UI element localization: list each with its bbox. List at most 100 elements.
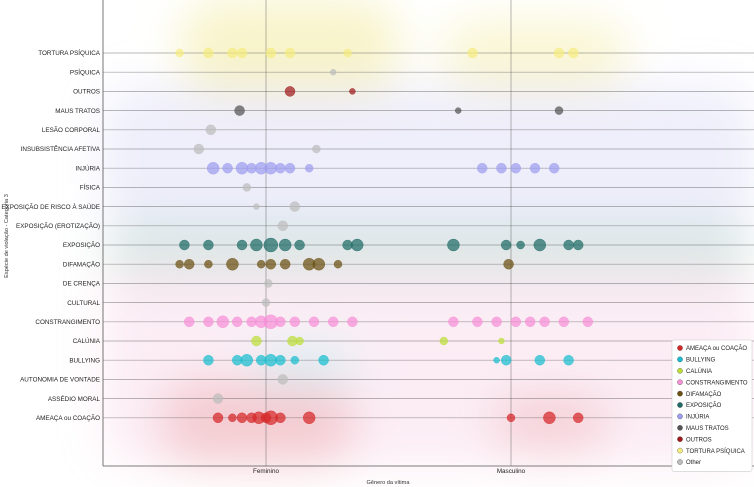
data-point xyxy=(448,316,459,327)
y-tick-label: LESÃO CORPORAL xyxy=(42,125,101,134)
data-point xyxy=(467,47,478,59)
data-point xyxy=(573,239,584,251)
data-point xyxy=(231,316,243,327)
data-point xyxy=(253,203,260,210)
data-point xyxy=(534,355,545,366)
data-point xyxy=(242,183,252,192)
data-point xyxy=(236,239,248,251)
density-region xyxy=(250,345,360,383)
data-point xyxy=(533,238,546,252)
data-point xyxy=(236,412,248,423)
x-tick-label: Masculino xyxy=(497,468,526,475)
data-point xyxy=(510,316,521,327)
density-region xyxy=(180,0,400,95)
y-tick-label: AUTONOMIA DE VONTADE xyxy=(20,377,100,384)
data-point xyxy=(330,68,337,76)
legend-label: EXPOSIÇÃO xyxy=(686,402,722,409)
y-tick-label: PSÍQUICA xyxy=(70,67,101,76)
y-tick-label: OUTROS xyxy=(73,89,100,96)
data-point xyxy=(216,315,230,328)
data-point xyxy=(553,47,565,59)
y-tick-label: ASSÉDIO MORAL xyxy=(48,394,101,403)
data-point xyxy=(222,162,233,174)
legend-marker xyxy=(677,379,683,385)
y-axis-label: Espécie de violação - Categoria 3 xyxy=(4,194,10,278)
data-point xyxy=(203,239,214,251)
data-point xyxy=(510,162,521,174)
data-point xyxy=(275,316,286,327)
data-point xyxy=(503,259,514,270)
data-point xyxy=(284,162,296,174)
data-point xyxy=(554,106,564,115)
data-point xyxy=(212,393,224,404)
legend-marker xyxy=(677,447,683,454)
data-point xyxy=(240,354,254,367)
data-point xyxy=(493,357,500,364)
legend-marker xyxy=(677,345,683,351)
legend-marker xyxy=(677,390,683,397)
x-tick-labels: Feminino Masculino xyxy=(253,468,526,475)
data-point xyxy=(498,337,505,345)
data-point xyxy=(284,86,296,97)
data-point xyxy=(264,279,273,288)
density-bands xyxy=(103,0,754,466)
data-point xyxy=(228,413,237,422)
data-point xyxy=(279,238,292,252)
y-tick-label: AMEAÇA ou COAÇÃO xyxy=(36,413,100,422)
data-point xyxy=(573,412,584,423)
data-point xyxy=(312,258,325,271)
data-point xyxy=(205,124,217,136)
legend-marker xyxy=(677,436,683,442)
data-point xyxy=(318,355,329,366)
data-point xyxy=(472,316,483,327)
data-point xyxy=(582,316,593,327)
legend-label: TORTURA PSÍQUICA xyxy=(686,448,745,455)
legend: AMEAÇA ou COAÇÃO BULLYING CALÚNIA CONSTRANG… xyxy=(671,339,753,472)
legend-label: Other xyxy=(686,460,701,466)
data-point xyxy=(277,220,288,232)
legend-marker xyxy=(677,356,683,363)
x-axis-label: Gênero da vítima xyxy=(367,480,411,486)
y-tick-label: EXPOSIÇÃO (EROTIZAÇÃO) xyxy=(16,221,100,230)
data-point xyxy=(303,411,316,424)
data-point xyxy=(275,355,286,366)
data-point xyxy=(204,260,213,269)
legend-box xyxy=(671,339,753,472)
legend-label: CALÚNIA xyxy=(686,368,712,375)
y-tick-label: MAUS TRATOS xyxy=(55,108,100,115)
legend-label: MAUS TRATOS xyxy=(686,426,729,432)
density-region xyxy=(103,85,754,235)
y-tick-label: TORTURA PSÍQUICA xyxy=(38,48,100,57)
data-point xyxy=(263,237,278,253)
legend-marker xyxy=(677,368,683,374)
data-point xyxy=(529,162,541,174)
y-tick-label: INSUBSISTÊNCIA AFETIVA xyxy=(21,144,101,153)
data-point xyxy=(491,316,502,327)
data-point xyxy=(251,335,262,347)
data-point xyxy=(235,161,249,175)
data-point xyxy=(265,47,276,59)
data-point xyxy=(477,162,488,174)
data-point xyxy=(280,259,291,270)
y-tick-label: BULLYING xyxy=(69,357,100,364)
data-point xyxy=(496,162,507,174)
data-points xyxy=(175,47,593,425)
y-tick-label: EXPOSIÇÃO xyxy=(63,240,100,249)
y-tick-label: CALÚNIA xyxy=(73,336,101,345)
data-point xyxy=(203,47,214,59)
data-point xyxy=(236,47,248,59)
data-point xyxy=(175,260,184,269)
legend-marker xyxy=(677,425,683,431)
data-point xyxy=(295,336,304,346)
y-tick-label: DE CRENÇA xyxy=(63,281,101,288)
legend-marker xyxy=(677,459,683,465)
data-point xyxy=(563,355,574,366)
data-point xyxy=(261,298,271,307)
legend-marker xyxy=(677,402,683,408)
data-point xyxy=(183,316,195,327)
y-tick-label: FÍSICA xyxy=(80,183,101,192)
y-tick-labels: TORTURA PSÍQUICA PSÍQUICA OUTROS MAUS TRATO… xyxy=(1,48,100,422)
data-point xyxy=(455,107,462,114)
y-tick-label: CONSTRANGIMENTO xyxy=(35,319,100,326)
